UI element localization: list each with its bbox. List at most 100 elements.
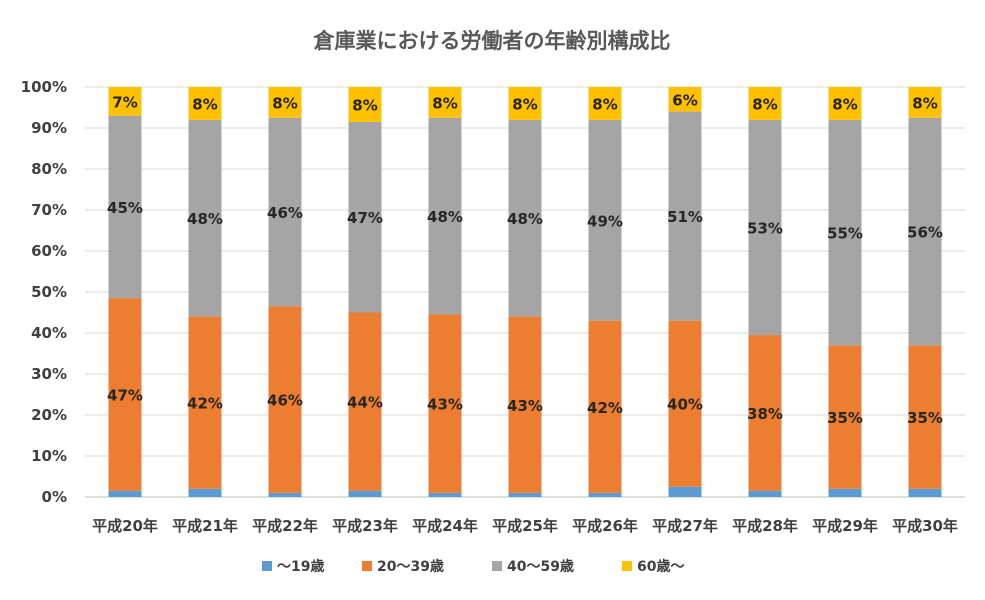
data-label: 8% [272,94,297,112]
data-label: 47% [347,209,383,227]
bar-segment [748,490,782,497]
data-label: 46% [267,204,303,222]
x-tick-label: 平成30年 [892,517,958,535]
bar-segment [428,87,462,118]
data-label: 48% [187,210,223,228]
x-tick-label: 平成22年 [252,517,318,535]
data-label: 8% [912,94,937,112]
y-tick-label: 20% [31,406,67,424]
legend-swatch [492,561,502,571]
legend: ～19歳 20～39歳 40～59歳 60歳～ [262,558,684,575]
bar-segment [348,312,382,491]
x-tick-label: 平成28年 [732,517,798,535]
bar-segment [588,492,622,497]
data-label: 48% [507,210,543,228]
data-label: 8% [592,95,617,113]
data-label: 45% [107,199,143,217]
bar-segment [428,117,462,315]
bar-segment [588,320,622,493]
bar-segment [908,345,942,489]
data-label: 43% [427,396,463,414]
x-tick-label: 平成25年 [492,517,558,535]
legend-swatch [622,561,632,571]
x-tick-label: 平成24年 [412,517,478,535]
bar-segment [268,492,302,497]
bar-segment [508,87,542,120]
data-label: 8% [832,95,857,113]
data-label: 8% [512,95,537,113]
y-tick-label: 60% [31,242,67,260]
bar-segment [668,486,702,497]
legend-label: 60歳～ [637,558,684,575]
bar-segment [188,119,222,317]
legend-swatch [362,561,372,571]
x-tick-label: 平成27年 [652,517,718,535]
x-tick-label: 平成26年 [572,517,638,535]
data-label: 44% [347,394,383,412]
bar-segment [268,87,302,118]
data-label: 7% [112,93,137,111]
y-tick-label: 40% [31,324,67,342]
bar-segment [748,335,782,491]
bar-segment [828,87,862,120]
data-label: 48% [427,208,463,226]
y-tick-label: 0% [42,488,67,506]
bar-segment [268,306,302,493]
bar-segment [908,117,942,346]
data-label: 38% [747,405,783,423]
y-tick-label: 70% [31,201,67,219]
data-label: 43% [507,397,543,415]
bar-segment [508,119,542,317]
y-tick-label: 100% [21,78,67,96]
data-label: 42% [587,399,623,417]
bar-segment [828,345,862,489]
bar-segment [188,316,222,489]
data-label: 42% [187,395,223,413]
data-label: 56% [907,224,943,242]
legend-swatch [262,561,272,571]
x-tick-label: 平成20年 [92,517,158,535]
y-tick-label: 30% [31,365,67,383]
bar-segment [428,492,462,497]
x-tick-label: 平成23年 [332,517,398,535]
data-label: 6% [672,91,697,109]
bar-segment [828,488,862,497]
bar-segment [668,111,702,321]
bar-segment [108,490,142,497]
data-label: 55% [827,225,863,243]
bar-segment [588,119,622,321]
bar-segment [668,87,702,112]
bar-segment [348,490,382,497]
data-label: 8% [192,95,217,113]
bar-segment [748,119,782,336]
bar-segment [748,87,782,120]
bar-segment [188,488,222,497]
bar-segment [908,488,942,497]
data-label: 35% [827,409,863,427]
bar-segment [668,320,702,487]
bar-segment [108,115,142,299]
bars-layer [108,87,942,497]
bar-segment [108,87,142,116]
y-tick-label: 90% [31,119,67,137]
x-tick-label: 平成29年 [812,517,878,535]
bar-segment [268,117,302,307]
bar-segment [348,87,382,122]
data-label: 51% [667,208,703,226]
bar-segment [188,87,222,120]
data-label: 49% [587,212,623,230]
data-label: 40% [667,396,703,414]
legend-label: 40～59歳 [507,558,574,575]
y-tick-label: 50% [31,283,67,301]
data-label: 53% [747,219,783,237]
chart-title: 倉庫業における労働者の年齢別構成比 [313,29,671,53]
data-label: 8% [432,94,457,112]
grid-layer: 0% 10% 20% 30% 40% 50% 60% 70% 80% 90% 100% [21,78,965,506]
bar-segment [828,119,862,346]
data-labels-layer: 47% 45% 7% 平成20年 42% 48% 8% 平成21年 46% 46% 8% 平成22年 4… [92,91,958,535]
legend-label: ～19歳 [277,558,324,575]
bar-segment [908,87,942,118]
y-tick-label: 80% [31,160,67,178]
bar-segment [588,87,622,120]
